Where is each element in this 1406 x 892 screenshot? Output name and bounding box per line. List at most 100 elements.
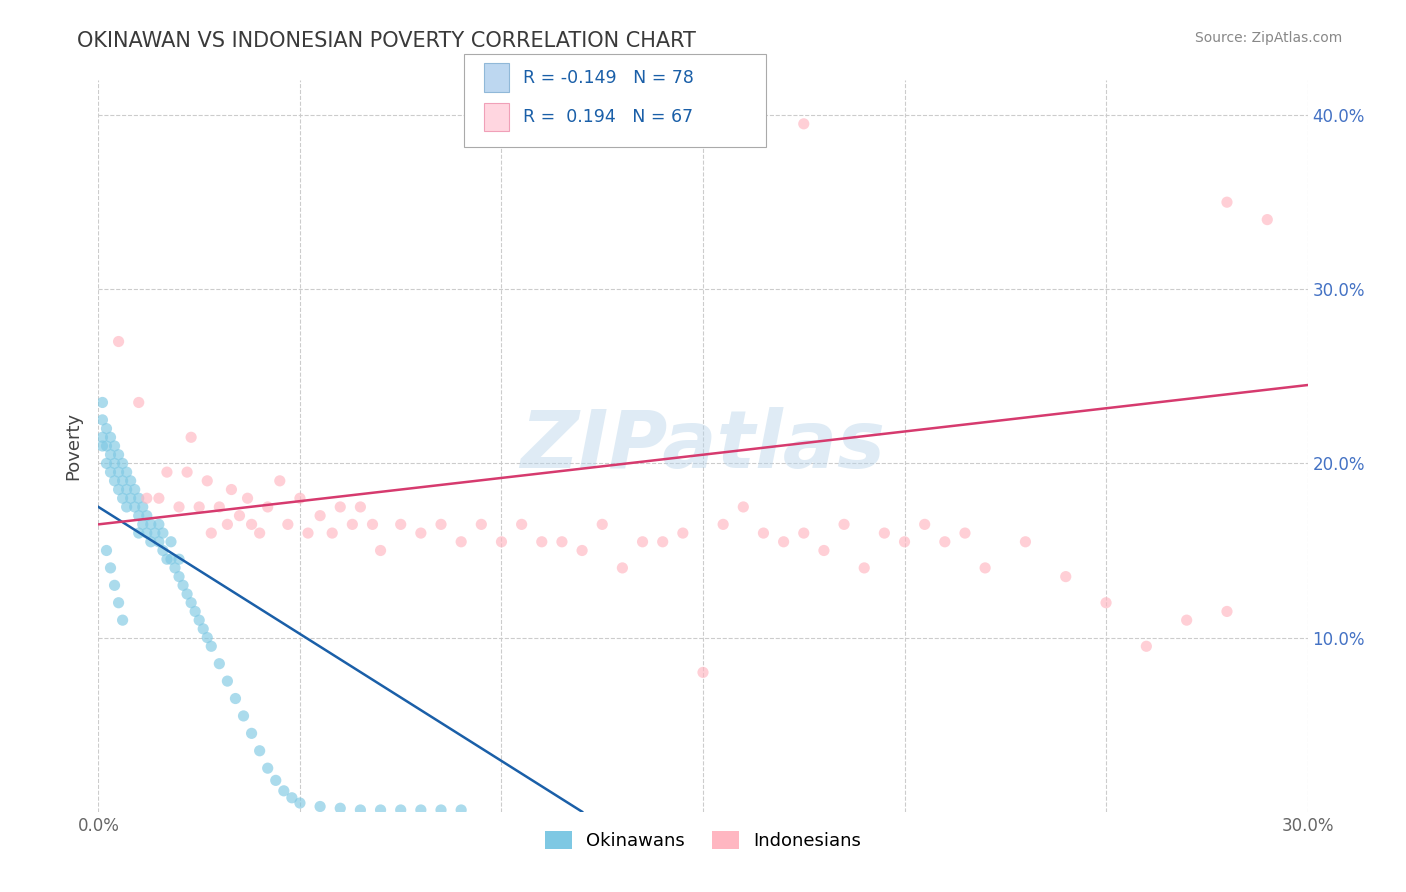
Point [120,474,142,488]
Point [167,552,190,566]
Point [256,761,278,775]
Point [240,517,263,532]
Point [249,744,271,758]
Point [120,491,142,506]
Point [772,534,794,549]
Text: Source: ZipAtlas.com: Source: ZipAtlas.com [1195,31,1343,45]
Point [1216,604,1239,618]
Point [148,517,170,532]
Point [128,508,150,523]
Point [934,534,956,549]
Point [188,613,211,627]
Point [389,803,412,817]
Point [115,465,138,479]
Point [156,465,179,479]
Point [200,640,222,654]
Point [430,803,453,817]
Point [793,526,815,541]
Point [139,534,162,549]
Point [103,578,125,592]
Point [793,117,815,131]
Point [167,500,190,514]
Point [139,517,162,532]
Point [1014,534,1036,549]
Point [208,657,231,671]
Point [195,474,218,488]
Point [1175,613,1198,627]
Point [321,526,343,541]
Point [813,543,835,558]
Point [450,803,472,817]
Point [329,500,352,514]
Point [228,508,250,523]
Point [143,526,166,541]
Point [111,613,134,627]
Point [221,483,243,497]
Point [510,517,533,532]
Point [232,709,254,723]
Point [167,569,190,583]
Point [612,561,634,575]
Point [370,803,392,817]
Point [430,517,453,532]
Point [1095,596,1118,610]
Point [163,561,186,575]
Point [148,491,170,506]
Point [124,500,146,514]
Point [172,578,194,592]
Point [103,439,125,453]
Point [530,534,553,549]
Point [269,474,291,488]
Point [103,474,125,488]
Point [752,526,775,541]
Point [156,552,179,566]
Point [100,561,122,575]
Point [309,508,332,523]
Point [389,517,412,532]
Point [974,561,997,575]
Point [135,508,157,523]
Point [176,587,198,601]
Point [217,674,239,689]
Point [329,801,352,815]
Point [264,773,287,788]
Point [100,465,122,479]
Point [551,534,574,549]
Point [135,491,157,506]
Point [361,517,384,532]
Point [111,474,134,488]
Point [236,491,259,506]
Point [491,534,513,549]
Point [96,543,118,558]
Point [91,413,114,427]
Point [193,622,215,636]
Point [188,500,211,514]
Point [135,526,157,541]
Point [100,448,122,462]
Point [224,691,246,706]
Point [115,500,138,514]
Point [240,726,263,740]
Point [692,665,714,680]
Point [288,796,311,810]
Point [160,552,183,566]
Point [1256,212,1278,227]
Point [160,534,183,549]
Point [953,526,976,541]
Point [107,483,129,497]
Point [450,534,472,549]
Point [631,534,654,549]
Point [711,517,734,532]
Point [281,790,304,805]
Point [96,439,118,453]
Point [914,517,936,532]
Point [1135,640,1157,654]
Point [111,457,134,471]
Point [249,526,271,541]
Point [309,799,332,814]
Y-axis label: Poverty: Poverty [65,412,83,480]
Point [733,500,755,514]
Point [832,517,855,532]
Point [115,483,138,497]
Text: OKINAWAN VS INDONESIAN POVERTY CORRELATION CHART: OKINAWAN VS INDONESIAN POVERTY CORRELATI… [77,31,696,51]
